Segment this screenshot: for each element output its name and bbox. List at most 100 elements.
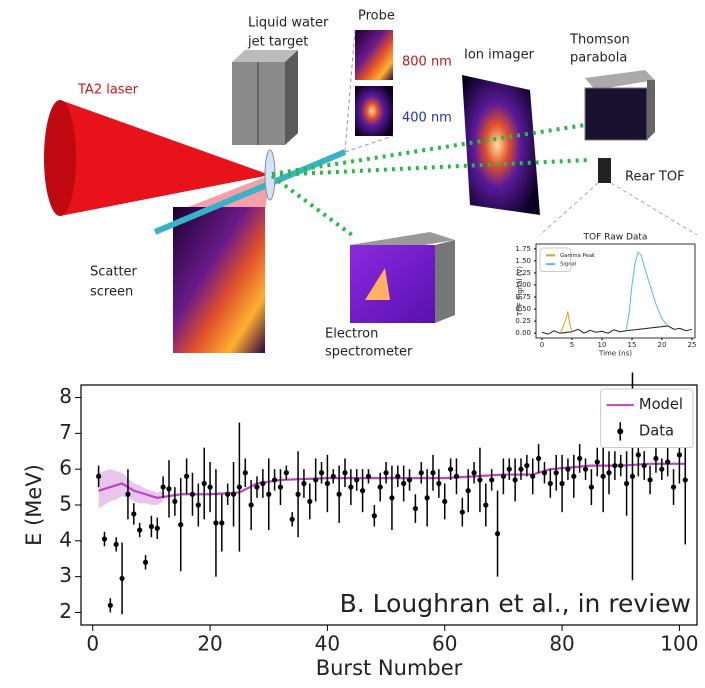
x-tick-label: 5: [570, 341, 574, 349]
data-point: [137, 527, 143, 533]
data-point: [354, 477, 360, 483]
data-point: [582, 466, 589, 472]
data-point: [383, 470, 389, 476]
data-point: [477, 477, 483, 483]
data-point: [266, 491, 272, 497]
data-point: [395, 473, 401, 479]
data-point: [365, 473, 372, 479]
data-point: [606, 470, 612, 476]
laser-cone: [60, 100, 270, 216]
probe-400: [355, 86, 393, 136]
data-point: [618, 462, 624, 469]
data-point: [207, 484, 213, 490]
data-point: [178, 522, 184, 528]
legend-label: Model: [639, 396, 683, 413]
diagram-label: jet target: [247, 35, 308, 50]
probe-800: [355, 30, 393, 80]
data-point: [594, 459, 600, 465]
data-point: [471, 470, 477, 476]
data-point: [565, 466, 571, 472]
data-point: [541, 470, 548, 476]
data-point: [348, 484, 354, 490]
data-point: [547, 480, 553, 487]
diagram-label: Electron: [325, 327, 378, 342]
data-point: [670, 484, 677, 490]
plot-frame: [80, 384, 698, 626]
data-point: [665, 459, 671, 465]
data-point: [442, 498, 448, 505]
diagram-label: Probe: [358, 9, 395, 24]
scatter-screen: [173, 207, 265, 353]
diagram-label: parabola: [570, 51, 627, 66]
data-point: [530, 473, 536, 479]
data-point: [236, 484, 242, 490]
x-axis-label: Time (ns): [598, 349, 632, 357]
data-point: [148, 523, 154, 530]
laser-base: [44, 100, 76, 216]
x-tick-label: 20: [197, 632, 222, 656]
data-point: [459, 509, 465, 515]
data-point: [160, 484, 166, 490]
data-point: [313, 477, 319, 483]
x-tick-label: 0: [540, 341, 544, 349]
thomson-front: [584, 87, 648, 141]
diagram-label: Scatter: [90, 265, 138, 280]
spectrometer-trace: [365, 268, 390, 300]
data-point: [629, 473, 636, 479]
data-point: [483, 502, 489, 508]
y-tick-label: 1.00: [515, 281, 531, 289]
data-point: [559, 480, 565, 487]
data-point: [682, 477, 688, 483]
diagram-label: TA2 laser: [77, 83, 139, 98]
data-point: [283, 470, 289, 476]
diagram-label: Rear TOF: [625, 170, 685, 185]
legend-label: Gamma Peak: [560, 253, 596, 259]
scatter-cone: [175, 175, 270, 212]
data-point: [377, 484, 383, 490]
data-point: [195, 502, 201, 508]
particle-paths: [270, 123, 589, 237]
data-point: [424, 495, 430, 501]
data-point: [248, 502, 254, 508]
data-point: [571, 473, 577, 479]
data-point: [659, 466, 665, 472]
data-point: [107, 602, 113, 608]
diagram-label: Thomson: [569, 33, 630, 48]
data-point: [494, 531, 501, 537]
data-point: [330, 473, 336, 479]
plot-area: [81, 385, 697, 625]
data-point: [588, 484, 595, 490]
data-point: [201, 480, 207, 487]
data-point: [512, 477, 518, 483]
y-tick-label: 1.25: [515, 269, 531, 277]
legend-box: [539, 247, 572, 272]
data-point: [260, 480, 266, 487]
data-point: [500, 473, 506, 479]
jet-block-side: [285, 50, 298, 145]
chart-title: TOF Raw Data: [583, 233, 648, 243]
guide: [344, 29, 356, 153]
data-point: [166, 486, 172, 492]
data-point: [553, 470, 559, 476]
x-tick-label: 0: [86, 632, 99, 656]
data-point: [612, 462, 618, 469]
data-point: [489, 477, 495, 483]
data-point: [230, 491, 237, 497]
data-point: [653, 455, 659, 462]
data-point: [453, 473, 460, 479]
spectrometer-front: [350, 245, 435, 323]
data-point: [624, 480, 630, 487]
data-point: [360, 488, 366, 494]
x-tick-label: 10: [598, 341, 607, 349]
data-point: [324, 480, 330, 487]
y-tick-label: 2: [59, 599, 72, 623]
diagram-label: screen: [90, 285, 133, 300]
plot-frame: [535, 243, 696, 339]
data-point: [189, 491, 196, 497]
jet-block-top: [232, 50, 298, 62]
data-point: [125, 491, 131, 497]
x-tick-label: 80: [549, 632, 574, 656]
data-point: [113, 541, 119, 548]
y-tick-label: 4: [59, 527, 72, 551]
data-point: [436, 480, 442, 487]
